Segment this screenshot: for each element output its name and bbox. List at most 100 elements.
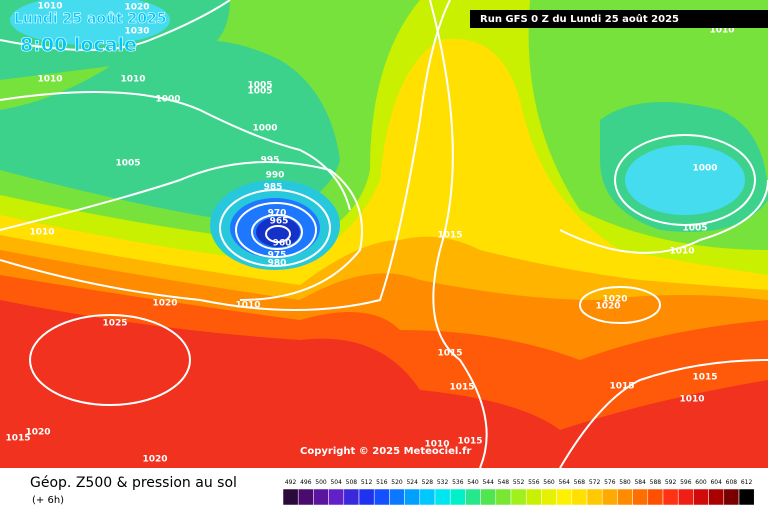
isobar-label: 1010 (679, 395, 704, 405)
isobar-label: 985 (264, 183, 283, 193)
legend-value: 596 (680, 479, 692, 486)
isobar (614, 134, 756, 226)
isobar-label: 1030 (124, 27, 149, 37)
low-east (625, 145, 745, 215)
isobar-label: 970 (268, 209, 287, 219)
legend-value: 556 (528, 479, 540, 486)
legend-swatch (297, 488, 314, 506)
legend-value: 496 (300, 479, 312, 486)
legend-value: 568 (574, 479, 586, 486)
legend-value: 528 (422, 479, 434, 486)
legend-value: 560 (543, 479, 555, 486)
legend-swatch (525, 488, 542, 506)
isobar-label: 1010 (669, 247, 694, 257)
isobar-label: 1020 (124, 3, 149, 13)
legend-swatch (693, 488, 709, 506)
low-center (256, 217, 300, 247)
legend-value: 552 (513, 479, 525, 486)
isobar-label: 1005 (682, 224, 707, 234)
run-label: Run GFS 0 Z du Lundi 25 août 2025 (480, 13, 679, 25)
isobar (0, 161, 363, 301)
legend-value: 548 (498, 479, 510, 486)
map-time: 8:00 locale (20, 34, 137, 56)
isobar-label: 1000 (252, 124, 277, 134)
isobar (579, 286, 661, 324)
isobar (265, 225, 291, 243)
isobar-label: 1010 (37, 2, 62, 12)
legend-value: 520 (391, 479, 403, 486)
isobar-label: 1015 (437, 349, 462, 359)
isobar-label: 1010 (37, 75, 62, 85)
legend-swatch (373, 488, 390, 506)
isobar-label: 1010 (709, 26, 734, 36)
legend-value: 576 (604, 479, 616, 486)
legend-value: 564 (558, 479, 570, 486)
isobar-label: 1015 (609, 382, 634, 392)
cold-nw (10, 0, 170, 45)
legend-value: 608 (726, 479, 738, 486)
legend-swatch (632, 488, 649, 506)
legend-title: Géop. Z500 & pression au sol (30, 475, 237, 491)
legend-swatch (647, 488, 664, 506)
legend-value: 504 (330, 479, 342, 486)
legend-swatch (556, 488, 573, 506)
legend-swatch (404, 488, 421, 506)
isobar (559, 359, 768, 469)
isobars (0, 0, 768, 469)
legend-swatch (434, 488, 451, 506)
map-date: Lundi 25 août 2025 (14, 11, 166, 27)
legend-swatch (282, 488, 299, 506)
legend-swatch (343, 488, 360, 506)
legend-swatch (601, 488, 618, 506)
isobar-label: 965 (270, 217, 289, 227)
isobar-label: 1025 (102, 319, 127, 329)
legend-value: 500 (315, 479, 327, 486)
isobar-label: 1015 (5, 434, 30, 444)
legend-swatch (419, 488, 436, 506)
legend-value: 540 (467, 479, 479, 486)
isobar (251, 214, 303, 250)
legend-swatch (480, 488, 497, 506)
legend-value: 584 (634, 479, 646, 486)
isobar (0, 0, 231, 51)
legend-value: 492 (285, 479, 297, 486)
legend-value: 600 (695, 479, 707, 486)
isobar-label: 975 (268, 251, 287, 261)
legend-value: 544 (482, 479, 494, 486)
isobar-label: 1020 (142, 455, 167, 465)
legend-swatch (358, 488, 375, 506)
isobar (29, 314, 191, 406)
legend-value: 580 (619, 479, 631, 486)
legend-value: 516 (376, 479, 388, 486)
legend-swatch (738, 488, 755, 506)
isobar (0, 0, 451, 311)
legend-value: 524 (406, 479, 418, 486)
legend-value: 572 (589, 479, 601, 486)
legend-swatch (677, 488, 694, 506)
isobar-label: 1015 (692, 373, 717, 383)
isobar-label: 1015 (449, 383, 474, 393)
legend-value: 508 (346, 479, 358, 486)
isobar (235, 202, 317, 258)
legend-swatch (662, 488, 679, 506)
isobar-label: 1010 (424, 440, 449, 450)
zone-teal (0, 40, 340, 225)
legend-swatch (586, 488, 603, 506)
isobar-label: 990 (266, 171, 285, 181)
isobar-label: 1015 (457, 437, 482, 447)
legend-value: 592 (665, 479, 677, 486)
legend-swatch (541, 488, 557, 506)
legend-swatch (389, 488, 405, 506)
legend-subtitle: (+ 6h) (32, 495, 64, 506)
isobar-label: 1005 (247, 81, 272, 91)
isobar-label: 1005 (115, 159, 140, 169)
copyright: Copyright © 2025 Meteociel.fr (300, 446, 471, 457)
legend-value: 604 (710, 479, 722, 486)
isobar-label: 1010 (235, 301, 260, 311)
isobar-label: 1015 (437, 231, 462, 241)
isobar-label: 1020 (595, 302, 620, 312)
legend-value: 512 (361, 479, 373, 486)
legend-swatch (510, 488, 527, 506)
isobar-label: 1000 (155, 95, 180, 105)
